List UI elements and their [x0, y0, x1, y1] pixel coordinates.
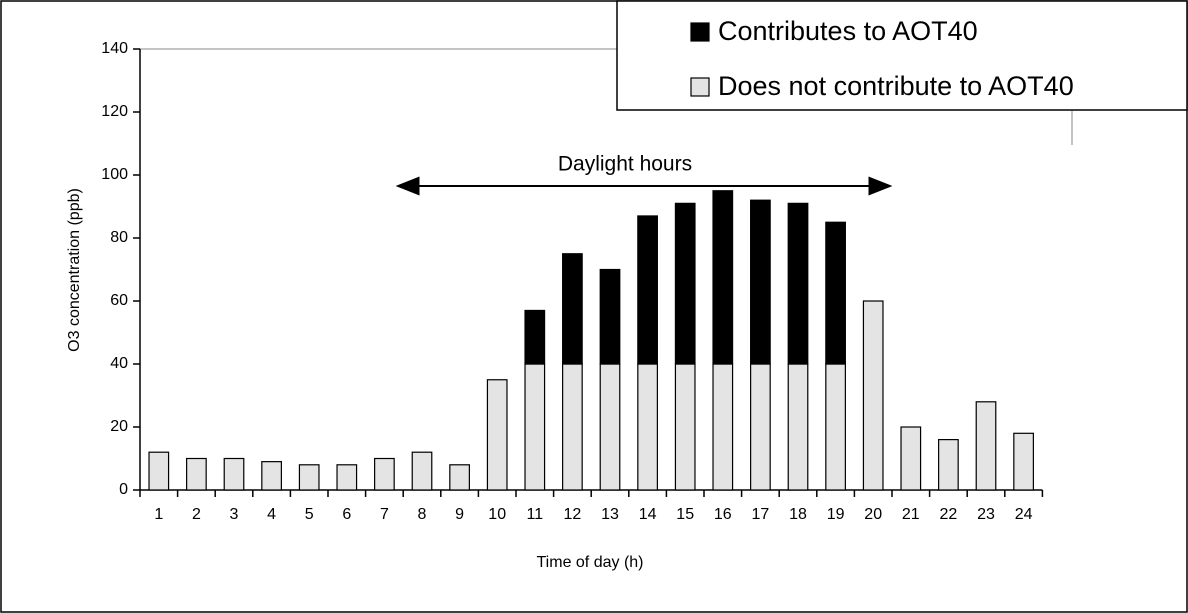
legend-box	[616, 0, 1188, 111]
bar	[637, 363, 658, 491]
legend-swatch	[690, 22, 710, 42]
y-axis-label: O3 concentration (ppb)	[66, 188, 83, 352]
bar	[562, 363, 583, 491]
x-tick-label: 14	[639, 506, 657, 523]
x-tick-label: 9	[455, 506, 464, 523]
y-tick-label: 140	[101, 40, 128, 57]
bar	[862, 300, 884, 491]
bar	[524, 363, 546, 491]
bar	[825, 363, 846, 491]
bar	[674, 202, 696, 365]
annotation: Daylight hours	[558, 153, 692, 176]
x-tick-label: 15	[676, 506, 694, 523]
y-tick-label: 120	[101, 103, 128, 120]
x-tick-label: 18	[789, 506, 807, 523]
bar	[486, 379, 508, 491]
x-tick-label: 16	[714, 506, 732, 523]
legend: Contributes to AOT40 Does not contribute …	[690, 16, 1074, 101]
bar	[712, 363, 734, 491]
y-tick-label: 100	[101, 166, 128, 183]
x-tick-label: 1	[154, 506, 163, 523]
bar	[562, 253, 583, 365]
bar	[674, 363, 696, 491]
bar	[186, 457, 207, 491]
x-axis-label: Time of day (h)	[537, 554, 644, 571]
y-tick-label: 40	[110, 355, 128, 372]
bar	[298, 464, 320, 491]
bar	[148, 451, 170, 491]
y-tick-label: 80	[110, 229, 128, 246]
bar	[411, 451, 433, 491]
x-tick-label: 6	[342, 506, 351, 523]
x-tick-label: 21	[902, 506, 920, 523]
x-tick-label: 13	[601, 506, 619, 523]
bar	[900, 426, 922, 491]
x-tick-label: 17	[752, 506, 770, 523]
bar	[750, 199, 771, 365]
bar	[599, 268, 621, 365]
x-tick-label: 12	[564, 506, 582, 523]
bar	[712, 190, 734, 365]
bar	[336, 464, 358, 491]
bar	[449, 464, 470, 491]
bar	[750, 363, 771, 491]
x-tick-label: 24	[1015, 506, 1033, 523]
x-tick-label: 3	[230, 506, 239, 523]
bar	[975, 401, 997, 491]
legend-swatch	[690, 77, 710, 97]
bar	[1013, 432, 1034, 491]
x-tick-label: 19	[827, 506, 845, 523]
bar	[825, 221, 846, 365]
bar	[637, 215, 658, 365]
x-tick-label: 4	[267, 506, 276, 523]
x-tick-label: 20	[864, 506, 882, 523]
x-tick-label: 22	[940, 506, 958, 523]
x-tick-label: 7	[380, 506, 389, 523]
x-tick-label: 23	[977, 506, 995, 523]
x-tick-label: 8	[418, 506, 427, 523]
y-tick-label: 0	[119, 481, 128, 498]
bar	[524, 309, 546, 365]
x-tick-label: 10	[488, 506, 506, 523]
x-tick-label: 5	[305, 506, 314, 523]
y-tick-label: 60	[110, 292, 128, 309]
bar	[599, 363, 621, 491]
bar	[374, 457, 395, 491]
x-tick-label: 2	[192, 506, 201, 523]
bar	[938, 439, 959, 491]
bar	[261, 461, 282, 491]
legend-label: Does not contribute to AOT40	[718, 71, 1074, 101]
legend-label: Contributes to AOT40	[718, 16, 978, 46]
x-tick-label: 11	[526, 506, 543, 523]
bar	[223, 457, 245, 491]
bar	[787, 202, 809, 365]
y-tick-label: 20	[110, 418, 128, 435]
bar	[787, 363, 809, 491]
